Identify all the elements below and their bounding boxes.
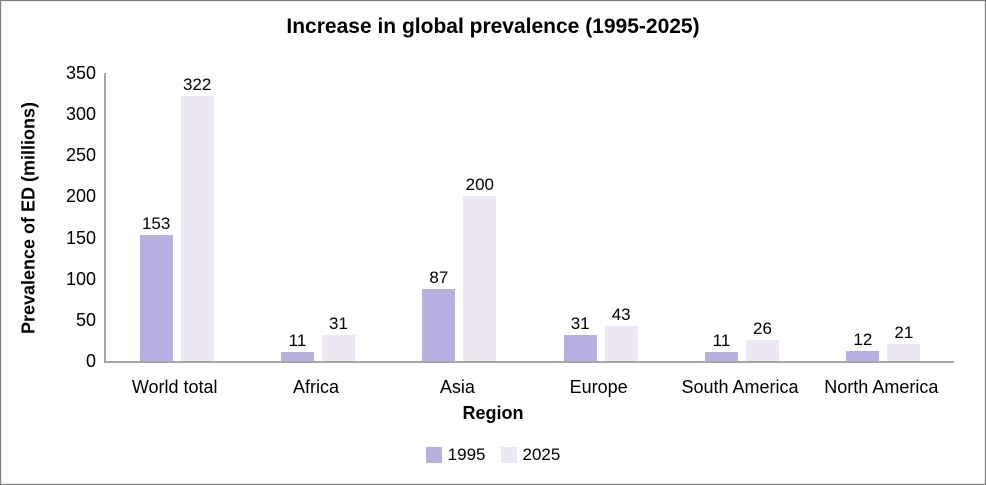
- bar-value-label-2025-africa: 31: [329, 314, 348, 333]
- bar-value-label-2025-world-total: 322: [182, 75, 212, 94]
- bar-value-label-2025-south-america: 26: [753, 319, 772, 338]
- x-axis-category-label-asia: Asia: [439, 377, 475, 397]
- y-axis-tick-label: 300: [65, 104, 96, 125]
- y-axis-tick-label: 350: [65, 63, 96, 83]
- legend-swatch-2025: [500, 446, 517, 463]
- bar-value-label-1995-south-america: 11: [712, 331, 731, 350]
- bar-value-label-2025-asia: 200: [465, 175, 495, 194]
- plot-area: 153 322 11 31 87 200 31 43 11 26 12 21: [104, 73, 954, 363]
- legend-item-2025: 2025: [500, 445, 561, 464]
- bar-value-label-2025-north-america: 21: [894, 323, 914, 342]
- legend-label-2025: 2025: [522, 445, 561, 464]
- bar-2025-africa: [322, 335, 355, 361]
- y-axis-tick-label: 100: [65, 268, 96, 289]
- y-axis-tick-label: 200: [65, 186, 96, 207]
- y-axis-tick-label: 150: [65, 227, 96, 248]
- bar-value-label-1995-world-total: 153: [141, 214, 171, 233]
- x-axis-category-label-world-total: World total: [131, 377, 218, 397]
- x-axis-title: Region: [462, 403, 524, 423]
- bar-value-label-1995-north-america: 12: [853, 330, 873, 349]
- bar-value-label-2025-europe: 43: [611, 305, 631, 324]
- bar-1995-north-america: [846, 351, 880, 361]
- legend-item-1995: 1995: [425, 445, 486, 464]
- y-axis-tick-label: 50: [75, 309, 96, 330]
- x-axis-category-label-north-america: North America: [824, 377, 939, 397]
- chart-title: Increase in global prevalence (1995-2025…: [286, 15, 700, 38]
- y-axis-tick-label: 0: [85, 351, 96, 371]
- x-axis-category-label-africa: Africa: [292, 377, 339, 397]
- y-axis-title: Prevalence of ED (millions): [18, 101, 39, 335]
- legend: 1995 2025: [1, 446, 985, 463]
- bar-2025-europe: [604, 326, 638, 361]
- bar-1995-asia: [422, 289, 456, 361]
- bar-1995-world-total: [139, 235, 173, 361]
- bar-2025-north-america: [887, 344, 921, 361]
- bar-1995-south-america: [705, 352, 738, 361]
- bar-2025-world-total: [180, 96, 214, 361]
- bar-value-label-1995-europe: 31: [570, 314, 590, 333]
- bar-value-label-1995-africa: 11: [288, 331, 307, 350]
- bar-value-label-1995-asia: 87: [429, 268, 449, 287]
- legend-swatch-1995: [425, 446, 442, 463]
- legend-label-1995: 1995: [447, 445, 486, 464]
- bar-1995-europe: [563, 335, 597, 361]
- bar-1995-africa: [281, 352, 314, 361]
- x-axis-category-label-europe: Europe: [569, 377, 628, 397]
- bar-2025-asia: [463, 196, 497, 361]
- bar-2025-south-america: [746, 340, 779, 361]
- y-axis-tick-label: 250: [65, 145, 96, 166]
- x-axis-category-label-south-america: South America: [681, 377, 799, 397]
